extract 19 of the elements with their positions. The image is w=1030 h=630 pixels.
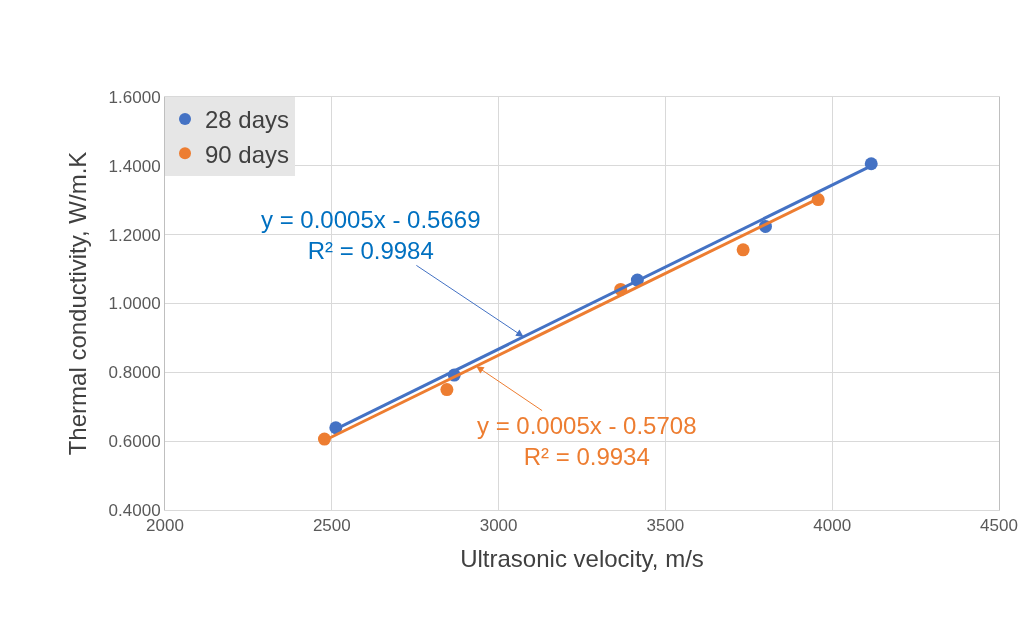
annotation: y = 0.0005x - 0.5708 R² = 0.9934 — [477, 412, 697, 471]
y-axis-title: Thermal conductivity, W/m.K — [63, 151, 91, 456]
x-tick-label: 3500 — [646, 516, 685, 536]
y-tick-label: 0.8000 — [108, 363, 161, 383]
y-tick-label: 1.6000 — [108, 87, 161, 107]
x-tick-label: 4000 — [813, 516, 852, 536]
x-tick-label: 3000 — [479, 516, 518, 536]
point — [736, 243, 750, 257]
y-tick-label: 1.0000 — [108, 294, 161, 314]
legend-label: 28 days — [205, 106, 290, 134]
legend-label: 90 days — [205, 140, 290, 168]
annotation: y = 0.0005x - 0.5669 R² = 0.9984 — [261, 206, 481, 265]
x-tick-label: 4500 — [980, 516, 1018, 536]
y-tick-label: 1.2000 — [108, 225, 161, 245]
x-tick-label: 2500 — [312, 516, 351, 536]
y-tick-label: 0.6000 — [108, 432, 161, 452]
point — [440, 383, 454, 397]
x-axis-title: Ultrasonic velocity, m/s — [460, 544, 704, 572]
y-tick-label: 1.4000 — [108, 156, 161, 176]
